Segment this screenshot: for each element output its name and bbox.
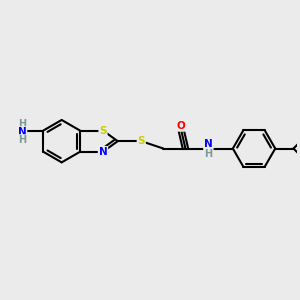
Text: O: O [177, 121, 185, 131]
Text: H: H [18, 119, 26, 129]
Text: N: N [18, 127, 26, 137]
Text: S: S [137, 136, 145, 146]
Text: N: N [99, 147, 107, 157]
Text: S: S [99, 126, 107, 136]
Text: H: H [18, 135, 26, 145]
Text: N: N [204, 139, 213, 149]
Text: H: H [204, 149, 212, 159]
